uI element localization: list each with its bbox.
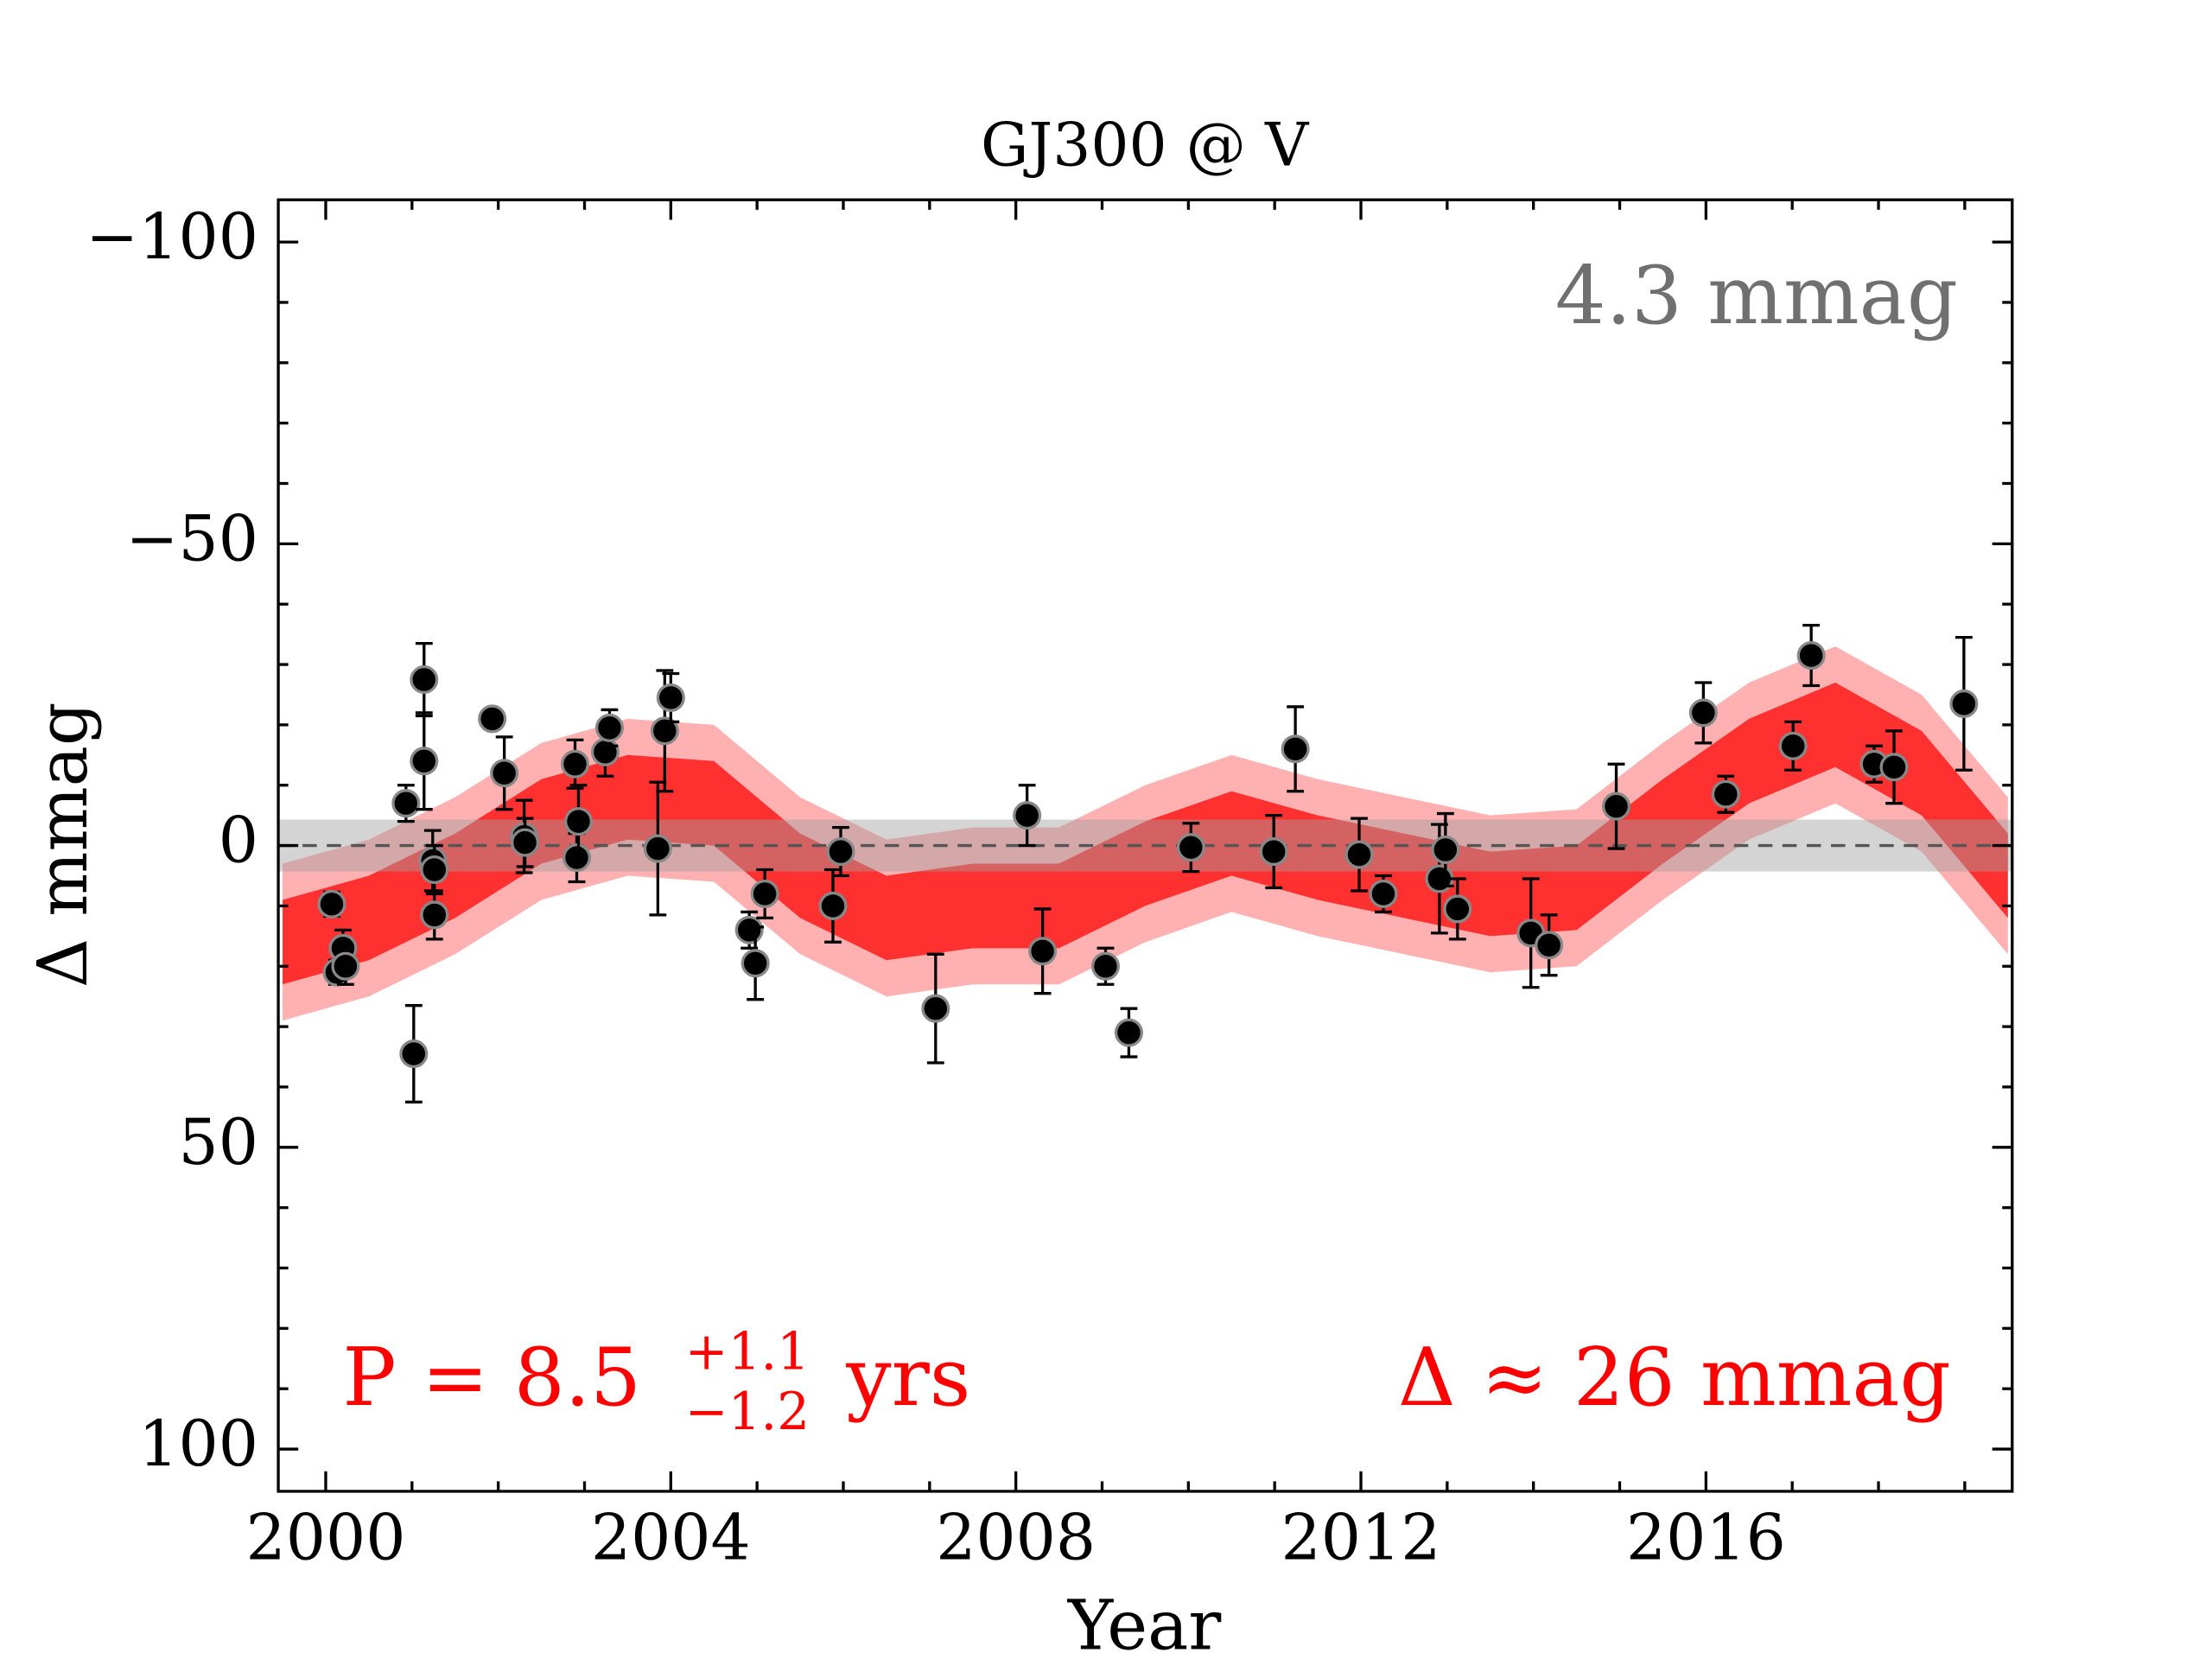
data-point [1431, 835, 1460, 864]
data-point [1176, 833, 1205, 862]
inner-band [283, 682, 2008, 985]
x-tick-label: 2004 [591, 1502, 751, 1574]
data-point [1090, 951, 1121, 981]
period-plus: +1.1 [685, 1323, 810, 1382]
data-point [410, 747, 439, 776]
amplitude-label: Δ ≈ 26 mmag [1398, 1331, 1951, 1424]
data-point [741, 949, 770, 978]
x-tick-label: 2008 [936, 1502, 1096, 1574]
y-tick-label: 50 [178, 1107, 257, 1179]
y-tick-label: 100 [138, 1408, 258, 1481]
data-point [826, 837, 855, 867]
data-point [734, 915, 764, 944]
data-point [1028, 937, 1058, 966]
chart-title: GJ300 @ V [981, 111, 1310, 180]
x-axis-label: Year [1067, 1585, 1222, 1659]
data-point [511, 828, 540, 857]
data-point [650, 716, 679, 746]
data-point [317, 889, 346, 918]
data-point [1711, 779, 1740, 809]
data-point [563, 807, 594, 836]
noise-label: 4.3 mmag [1555, 249, 1958, 342]
data-point [1778, 731, 1808, 760]
data-point [1535, 931, 1564, 960]
data-point [1281, 734, 1310, 764]
data-point [560, 749, 590, 779]
y-tick-label: 0 [219, 805, 258, 878]
data-point [594, 713, 624, 742]
y-axis-label: Δ mmag [22, 702, 103, 988]
data-point [590, 737, 620, 766]
period-minus: −1.2 [685, 1382, 810, 1442]
plot-content [278, 623, 2012, 1104]
data-point [1949, 689, 1979, 718]
y-tick-label: −100 [86, 201, 258, 274]
period-label: P = 8.5 [342, 1331, 641, 1424]
plot-area [278, 623, 2012, 1104]
data-point [921, 994, 950, 1023]
data-point [420, 900, 449, 930]
data-point [1688, 698, 1718, 728]
data-point [1602, 791, 1631, 821]
data-point [643, 834, 672, 863]
data-point [490, 759, 519, 788]
data-point [750, 879, 779, 908]
data-point [818, 891, 848, 920]
data-point [1425, 864, 1454, 893]
data-point [1259, 837, 1288, 867]
data-point [1114, 1018, 1143, 1047]
data-point [478, 704, 507, 734]
data-point [1443, 894, 1472, 924]
data-point [1369, 879, 1398, 908]
data-point [1344, 840, 1374, 869]
data-point [1796, 641, 1826, 671]
data-point [331, 951, 360, 981]
y-tick-label: −50 [126, 503, 258, 575]
x-tick-label: 2012 [1281, 1502, 1441, 1574]
period-main: P = 8.5 [342, 1331, 641, 1424]
data-point [410, 664, 439, 695]
data-point [1013, 801, 1042, 830]
data-point [656, 683, 685, 712]
data-point [391, 789, 421, 818]
x-tick-label: 2000 [246, 1502, 406, 1574]
data-point [1879, 753, 1909, 782]
period-unit: yrs [845, 1331, 970, 1424]
data-point [399, 1039, 429, 1069]
data-point [420, 855, 449, 885]
x-tick-label: 2016 [1626, 1502, 1786, 1574]
